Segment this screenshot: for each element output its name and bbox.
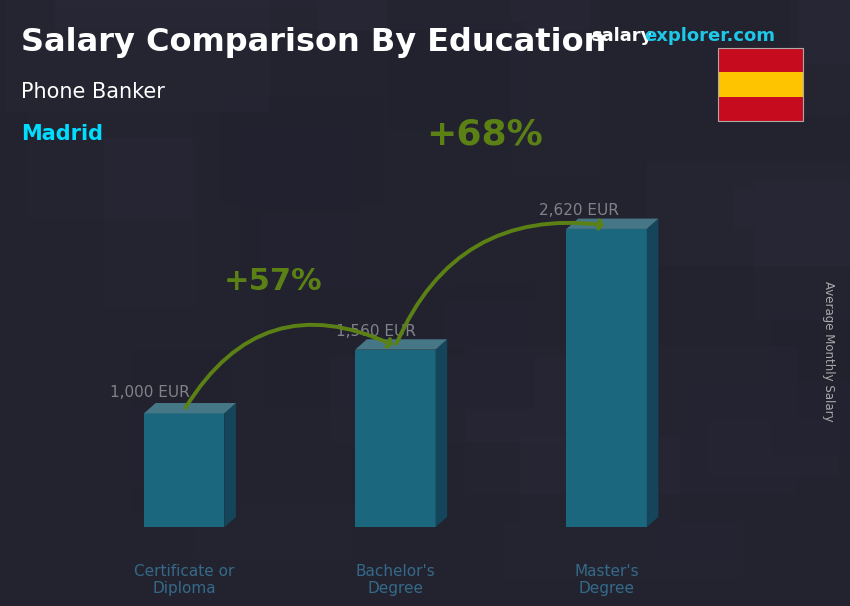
Polygon shape [224, 403, 236, 527]
Polygon shape [566, 219, 659, 229]
Polygon shape [144, 403, 236, 413]
Text: Phone Banker: Phone Banker [21, 82, 165, 102]
Polygon shape [647, 219, 659, 527]
Bar [144, 413, 224, 527]
Text: 1,560 EUR: 1,560 EUR [337, 324, 416, 339]
Text: Certificate or
Diploma: Certificate or Diploma [134, 564, 235, 596]
Text: Average Monthly Salary: Average Monthly Salary [822, 281, 836, 422]
Text: Bachelor's
Degree: Bachelor's Degree [355, 564, 435, 596]
Bar [355, 350, 435, 527]
Text: +68%: +68% [426, 118, 542, 152]
Bar [566, 229, 647, 527]
Text: salary: salary [591, 27, 652, 45]
Text: 1,000 EUR: 1,000 EUR [110, 385, 190, 400]
Text: Salary Comparison By Education: Salary Comparison By Education [21, 27, 607, 58]
Polygon shape [355, 339, 447, 350]
Text: 2,620 EUR: 2,620 EUR [539, 202, 619, 218]
Polygon shape [435, 339, 447, 527]
Text: Master's
Degree: Master's Degree [575, 564, 639, 596]
Text: +57%: +57% [224, 267, 322, 296]
Text: Madrid: Madrid [21, 124, 103, 144]
Text: explorer.com: explorer.com [644, 27, 775, 45]
